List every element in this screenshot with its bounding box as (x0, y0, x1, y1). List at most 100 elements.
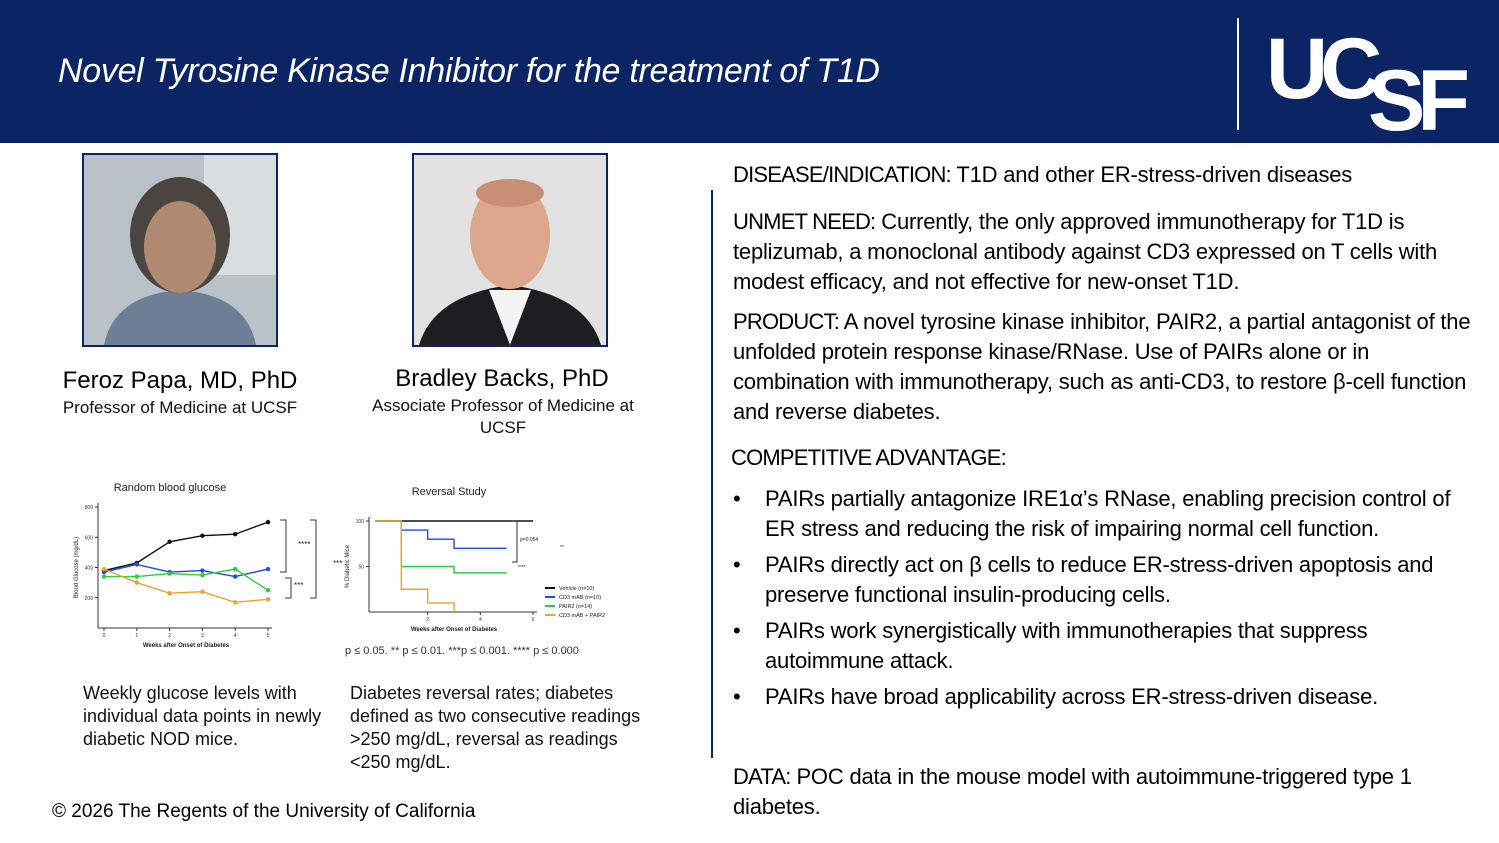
annotation: *** (294, 581, 303, 590)
section-text: T1D and other ER-stress-driven diseases (956, 162, 1353, 187)
bracket (512, 520, 518, 563)
person-name: Bradley Backs, PhD (395, 365, 609, 392)
series-line (375, 520, 507, 549)
point (265, 587, 271, 593)
logo-top: UC (1266, 21, 1382, 117)
series-line (375, 520, 455, 612)
bullet: PAIRs partially antagonize IRE1α’s RNase… (733, 484, 1478, 544)
point (134, 574, 139, 579)
section-label: UNMET NEED: (733, 209, 876, 234)
point (200, 533, 205, 538)
x-tick-label: 1 (135, 633, 138, 639)
annotation: ** (560, 545, 564, 551)
x-tick-label: 3 (201, 633, 204, 639)
y-axis-label: Blood Glucose (mg/dL) (74, 537, 80, 598)
section: DISEASE/INDICATION: T1D and other ER-str… (733, 160, 1478, 190)
section-label: DATA: (733, 764, 791, 789)
point (167, 571, 172, 576)
point (200, 572, 205, 578)
title: Novel Tyrosine Kinase Inhibitor for the … (58, 52, 880, 90)
y-tick-label: 800 (85, 505, 94, 511)
point (101, 574, 107, 579)
y-tick-label: 400 (85, 566, 94, 572)
x-tick-label: 0 (103, 633, 106, 639)
point (233, 566, 238, 572)
portrait (414, 155, 606, 345)
legend-label: PAIR2 (n=14) (559, 604, 592, 610)
y-tick-label: 50 (358, 565, 364, 571)
charts: Random blood glucose 200 400 600 800 0 1 2 3 4 5 We… (74, 482, 605, 657)
y-tick-label: 600 (85, 535, 94, 541)
photo (82, 153, 278, 347)
bracket (280, 519, 287, 573)
section-label: PRODUCT: (733, 309, 840, 334)
x-tick-label: 2 (168, 633, 171, 639)
bullet: PAIRs directly act on β cells to reduce … (733, 550, 1478, 610)
point (101, 566, 107, 572)
x-tick-label: 5 (267, 633, 270, 639)
person-name: Feroz Papa, MD, PhD (62, 367, 298, 394)
section-label: DISEASE/INDICATION: (733, 162, 952, 187)
annotation: p=0.054 (520, 537, 538, 543)
section-label: COMPETITIVE ADVANTAGE: (731, 445, 1007, 470)
bullet-list: PAIRs partially antagonize IRE1α’s RNase… (733, 484, 1478, 718)
section: DATA: POC data in the mouse model with a… (733, 762, 1478, 822)
point (134, 580, 139, 585)
header (0, 0, 1499, 143)
point (167, 539, 172, 544)
y-tick-label: 100 (356, 519, 365, 525)
legend-label: CD3 mAB + PAIR2 (559, 613, 605, 619)
x-axis-label: Weeks after Onset of Diabetes (143, 643, 230, 649)
legend-label: Vehicle (n=10) (559, 586, 594, 592)
caption: Weekly glucose levels with individual da… (83, 683, 322, 749)
section-text: Currently, the only approved immunothera… (733, 209, 1438, 294)
person-role: Professor of Medicine at UCSF (62, 398, 298, 417)
point (233, 574, 238, 579)
chart-title: Random blood glucose (114, 482, 227, 494)
series-line (104, 568, 269, 591)
portrait (84, 155, 276, 345)
point (200, 589, 205, 594)
footnote: p ≤ 0.05. ** p ≤ 0.01. ***p ≤ 0.001. ***… (345, 645, 579, 657)
bullet: PAIRs work synergistically with immunoth… (733, 616, 1478, 676)
logo-separator (1237, 18, 1239, 130)
x-tick-label: 4 (479, 617, 482, 623)
x-tick-label: 6 (532, 617, 535, 623)
bullet: PAIRs have broad applicability across ER… (733, 682, 1478, 712)
point (134, 562, 139, 567)
series-line (103, 563, 269, 578)
footer: © 2026 The Regents of the University of … (52, 801, 476, 822)
y-axis-label: % Diabetic Mice (345, 544, 351, 588)
legend-label: CD3 mAB (n=10) (559, 595, 601, 601)
series-line (103, 568, 269, 603)
y-tick-label: 200 (85, 596, 94, 602)
logo-bottom: SF (1368, 53, 1470, 149)
section-text: A novel tyrosine kinase inhibitor, PAIR2… (733, 309, 1471, 424)
annotation: **** (518, 565, 526, 571)
series-line (375, 520, 507, 574)
x-axis-label: Weeks after Onset of Diabetes (411, 627, 498, 633)
bracket (285, 577, 292, 599)
point (265, 566, 271, 572)
point (200, 568, 205, 573)
point (101, 569, 107, 575)
annotation: **** (298, 540, 310, 549)
section: UNMET NEED: Currently, the only approved… (733, 207, 1478, 297)
caption: Diabetes reversal rates; diabetes define… (350, 683, 641, 772)
bracket (310, 519, 317, 599)
chart-title: Reversal Study (412, 486, 487, 498)
x-tick-label: 2 (426, 617, 429, 623)
point (233, 600, 238, 605)
point (233, 532, 238, 537)
person-role: Associate Professor of Medicine at UCSF (372, 396, 634, 437)
x-tick-label: 4 (234, 633, 237, 639)
divider (711, 190, 713, 758)
annotation: *** (333, 559, 342, 568)
series-line (103, 521, 269, 572)
point (265, 519, 271, 525)
section: PRODUCT: A novel tyrosine kinase inhibit… (733, 307, 1478, 427)
point (265, 597, 271, 602)
section-text: POC data in the mouse model with autoimm… (733, 764, 1412, 819)
point (167, 591, 172, 596)
